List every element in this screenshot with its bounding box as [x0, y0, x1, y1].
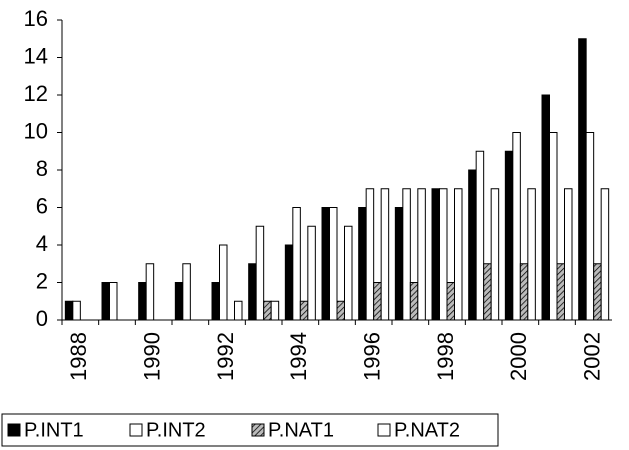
bar	[329, 207, 338, 321]
bar	[299, 300, 309, 321]
bar	[211, 282, 220, 321]
bar	[321, 207, 330, 321]
legend-label: P.INT1	[24, 419, 84, 441]
bar	[255, 225, 265, 321]
bar	[101, 282, 110, 321]
bar	[527, 188, 536, 321]
y-tick-label: 4	[36, 231, 48, 256]
legend-swatch	[129, 423, 143, 437]
y-tick-label: 10	[24, 118, 48, 143]
bar	[549, 132, 558, 321]
legend-label: P.NAT2	[394, 419, 460, 441]
bar	[541, 94, 550, 321]
legend-swatch	[7, 423, 21, 437]
bar	[454, 188, 463, 321]
legend-swatch	[377, 423, 391, 437]
bar	[373, 282, 382, 321]
bar	[394, 207, 404, 321]
bar	[585, 132, 595, 321]
bar	[365, 188, 375, 321]
legend-frame	[1, 413, 499, 447]
bar	[409, 282, 419, 321]
x-tick-label: 1994	[286, 332, 311, 381]
y-tick-label: 16	[24, 6, 48, 31]
legend-label: P.INT2	[146, 419, 206, 441]
bar	[431, 188, 440, 321]
bar	[219, 244, 228, 321]
bar	[270, 300, 280, 321]
y-tick-label: 0	[36, 306, 48, 331]
y-tick-label: 8	[36, 156, 48, 181]
bar	[490, 188, 500, 321]
x-tick-label: 1996	[359, 332, 384, 381]
bar	[109, 282, 118, 321]
bar	[556, 263, 565, 321]
bar	[519, 263, 529, 321]
bar	[344, 225, 353, 321]
x-tick-label: 1988	[66, 332, 91, 381]
bar	[446, 282, 455, 321]
x-tick-label: 1998	[433, 332, 458, 381]
bar	[284, 244, 294, 321]
bar	[512, 132, 521, 321]
y-tick-label: 2	[36, 268, 48, 293]
bar	[483, 263, 492, 321]
bar	[248, 263, 257, 321]
bar	[417, 188, 426, 321]
bar	[182, 263, 191, 321]
y-tick-label: 6	[36, 193, 48, 218]
bar	[475, 150, 485, 321]
bar	[174, 282, 184, 321]
x-tick-label: 2002	[579, 332, 604, 381]
bar	[564, 188, 573, 321]
bar	[593, 263, 602, 321]
x-tick-label: 2000	[506, 332, 531, 381]
x-tick-label: 1990	[139, 332, 164, 381]
bar	[402, 188, 411, 321]
legend-label: P.NAT1	[268, 419, 334, 441]
bar	[358, 207, 367, 321]
bar	[504, 150, 514, 321]
x-tick-label: 1992	[213, 332, 238, 381]
bar	[307, 225, 316, 321]
bar	[600, 188, 610, 321]
bar	[64, 300, 74, 321]
bar	[468, 169, 477, 321]
bar	[292, 207, 301, 321]
bar	[439, 188, 448, 321]
bar	[72, 300, 81, 321]
bar	[336, 300, 345, 321]
bar	[578, 38, 587, 321]
bar	[234, 300, 243, 321]
bar	[380, 188, 390, 321]
bar	[138, 282, 147, 321]
y-tick-label: 12	[24, 81, 48, 106]
legend-swatch	[251, 423, 265, 437]
bar	[145, 263, 155, 321]
bar	[263, 300, 272, 321]
y-tick-label: 14	[24, 43, 48, 68]
